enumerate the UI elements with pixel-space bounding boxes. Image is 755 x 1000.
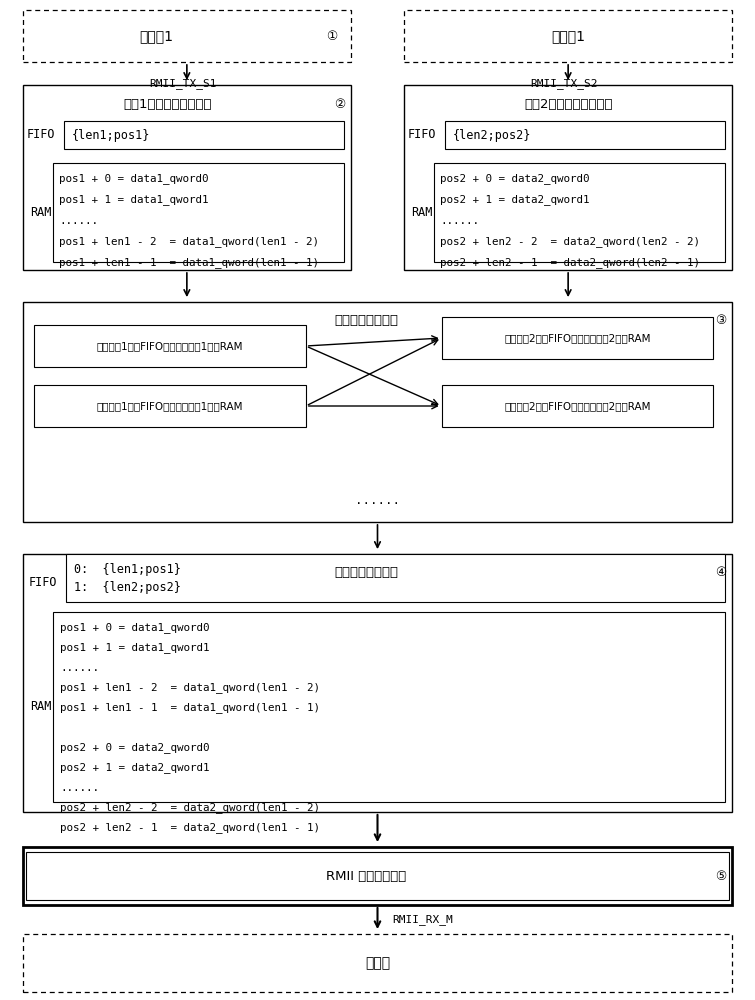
Text: pos2 + 0 = data2_qword0: pos2 + 0 = data2_qword0 <box>440 174 590 184</box>
Text: RAM: RAM <box>30 206 51 219</box>
Text: pos2 + len2 - 1  = data2_qword(len1 - 1): pos2 + len2 - 1 = data2_qword(len1 - 1) <box>60 823 320 833</box>
Text: 子网口1: 子网口1 <box>140 29 174 43</box>
Text: ......: ...... <box>60 663 100 673</box>
Text: pos1 + len1 - 1  = data1_qword(len1 - 1): pos1 + len1 - 1 = data1_qword(len1 - 1) <box>59 258 319 268</box>
FancyBboxPatch shape <box>434 163 725 262</box>
Text: 根据网口2缓存FIFO信息读取网口2缓存RAM: 根据网口2缓存FIFO信息读取网口2缓存RAM <box>504 333 651 343</box>
Text: pos1 + len1 - 2  = data1_qword(len1 - 2): pos1 + len1 - 2 = data1_qword(len1 - 2) <box>60 683 320 693</box>
Text: FIFO: FIFO <box>408 128 436 141</box>
Text: 根据网口1缓存FIFO信息读取网口1缓存RAM: 根据网口1缓存FIFO信息读取网口1缓存RAM <box>97 341 243 351</box>
Text: pos1 + len1 - 2  = data1_qword(len1 - 2): pos1 + len1 - 2 = data1_qword(len1 - 2) <box>59 237 319 247</box>
Text: 主网口: 主网口 <box>365 956 390 970</box>
Text: FIFO: FIFO <box>29 576 57 589</box>
Text: pos2 + 0 = data2_qword0: pos2 + 0 = data2_qword0 <box>60 743 210 753</box>
Text: ①: ① <box>327 29 337 42</box>
Text: RAM: RAM <box>30 700 51 713</box>
FancyBboxPatch shape <box>442 317 713 359</box>
FancyBboxPatch shape <box>442 385 713 427</box>
Text: RMII 时序生成单元: RMII 时序生成单元 <box>326 869 406 882</box>
Text: 网口2接收数据缓存阵列: 网口2接收数据缓存阵列 <box>524 99 612 111</box>
Text: FIFO: FIFO <box>26 128 55 141</box>
FancyBboxPatch shape <box>23 934 732 992</box>
Text: pos1 + len1 - 1  = data1_qword(len1 - 1): pos1 + len1 - 1 = data1_qword(len1 - 1) <box>60 703 320 713</box>
Text: {len2;pos2}: {len2;pos2} <box>453 128 532 141</box>
Text: 缓存阵列轮询模块: 缓存阵列轮询模块 <box>334 314 398 327</box>
FancyBboxPatch shape <box>23 10 351 62</box>
Text: 网口1接收数据缓存阵列: 网口1接收数据缓存阵列 <box>124 99 212 111</box>
Text: 根据网口1缓存FIFO信息读取网口1缓存RAM: 根据网口1缓存FIFO信息读取网口1缓存RAM <box>97 401 243 411</box>
Text: {len1;pos1}: {len1;pos1} <box>72 128 150 141</box>
FancyBboxPatch shape <box>64 121 344 149</box>
Text: pos1 + 1 = data1_qword1: pos1 + 1 = data1_qword1 <box>59 195 208 205</box>
Text: pos1 + 0 = data1_qword0: pos1 + 0 = data1_qword0 <box>60 623 210 633</box>
FancyBboxPatch shape <box>23 85 351 270</box>
FancyBboxPatch shape <box>26 852 729 900</box>
FancyBboxPatch shape <box>53 612 725 802</box>
FancyBboxPatch shape <box>53 163 344 262</box>
FancyBboxPatch shape <box>23 302 732 522</box>
FancyBboxPatch shape <box>23 554 732 812</box>
Text: ③: ③ <box>716 314 726 327</box>
Text: pos1 + 0 = data1_qword0: pos1 + 0 = data1_qword0 <box>59 174 208 184</box>
FancyBboxPatch shape <box>404 85 732 270</box>
Text: 发送数据缓存阵列: 发送数据缓存阵列 <box>334 566 398 578</box>
Text: ⑤: ⑤ <box>716 869 726 882</box>
Text: RMII_TX_S2: RMII_TX_S2 <box>531 79 598 89</box>
Text: RMII_TX_S1: RMII_TX_S1 <box>149 79 217 89</box>
Text: pos2 + len2 - 2  = data2_qword(len2 - 2): pos2 + len2 - 2 = data2_qword(len2 - 2) <box>440 237 700 247</box>
Text: pos2 + len2 - 1  = data2_qword(len2 - 1): pos2 + len2 - 1 = data2_qword(len2 - 1) <box>440 258 700 268</box>
FancyBboxPatch shape <box>66 554 725 602</box>
FancyBboxPatch shape <box>34 385 306 427</box>
FancyBboxPatch shape <box>445 121 725 149</box>
Text: 子网口1: 子网口1 <box>551 29 585 43</box>
Text: ②: ② <box>334 99 345 111</box>
Text: 1:  {len2;pos2}: 1: {len2;pos2} <box>74 580 181 593</box>
Text: pos1 + 1 = data1_qword1: pos1 + 1 = data1_qword1 <box>60 643 210 653</box>
Text: ④: ④ <box>716 566 726 578</box>
FancyBboxPatch shape <box>404 10 732 62</box>
Text: pos2 + 1 = data2_qword1: pos2 + 1 = data2_qword1 <box>440 195 590 205</box>
Text: 0:  {len1;pos1}: 0: {len1;pos1} <box>74 564 181 576</box>
FancyBboxPatch shape <box>34 325 306 367</box>
Text: RAM: RAM <box>411 206 433 219</box>
FancyBboxPatch shape <box>23 847 732 905</box>
Text: ......: ...... <box>440 216 479 226</box>
Text: ......: ...... <box>60 783 100 793</box>
Text: 根据网口2缓存FIFO信息读取网口2缓存RAM: 根据网口2缓存FIFO信息读取网口2缓存RAM <box>504 401 651 411</box>
Text: ......: ...... <box>355 493 400 506</box>
Text: ......: ...... <box>59 216 98 226</box>
Text: pos2 + 1 = data2_qword1: pos2 + 1 = data2_qword1 <box>60 763 210 773</box>
Text: pos2 + len2 - 2  = data2_qword(len1 - 2): pos2 + len2 - 2 = data2_qword(len1 - 2) <box>60 803 320 813</box>
Text: RMII_RX_M: RMII_RX_M <box>393 914 453 925</box>
